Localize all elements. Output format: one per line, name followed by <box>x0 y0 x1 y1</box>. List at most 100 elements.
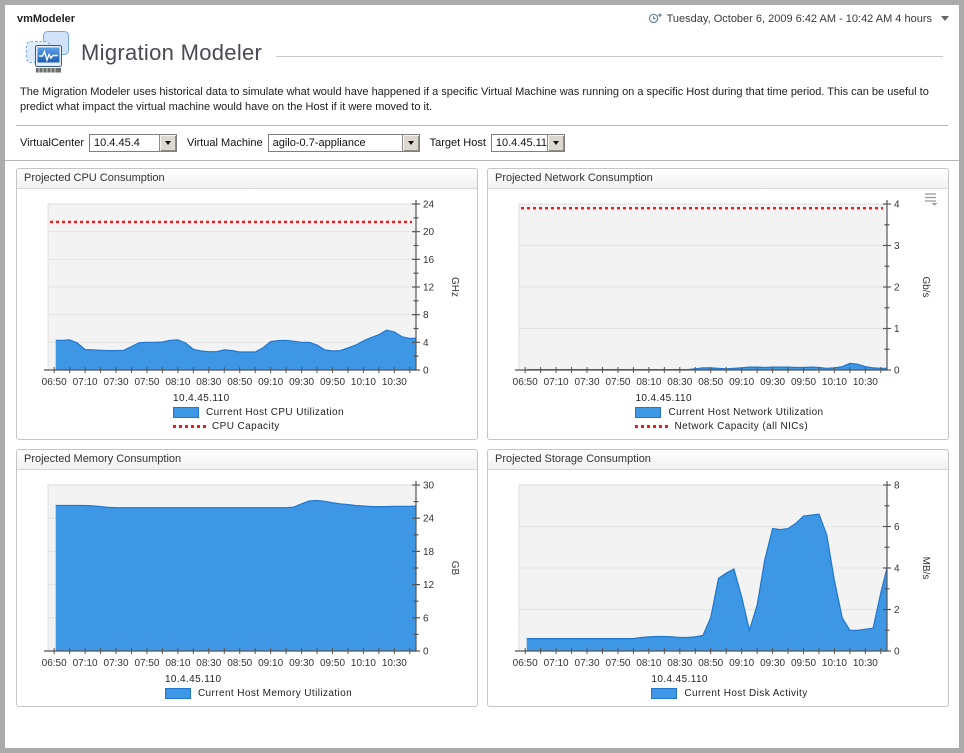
svg-text:0: 0 <box>894 366 900 377</box>
svg-text:09:10: 09:10 <box>729 658 754 669</box>
chart-grid: Projected CPU Consumption 0 4 8 12 16 20 24 GHz… <box>5 161 959 717</box>
svg-text:16: 16 <box>423 255 435 266</box>
time-range-label: Tuesday, October 6, 2009 6:42 AM - 10:42… <box>666 12 932 25</box>
series-swatch <box>173 407 200 418</box>
panel-title: Projected CPU Consumption <box>17 169 477 189</box>
chevron-down-icon <box>165 141 171 145</box>
svg-text:08:10: 08:10 <box>636 377 661 388</box>
svg-text:08:50: 08:50 <box>227 658 252 669</box>
chart-svg: 0 6 12 18 24 30 GB 06:50 07:10 07:30 07:50 08:10 08:… <box>42 481 460 670</box>
svg-text:08:30: 08:30 <box>667 658 692 669</box>
svg-text:10:30: 10:30 <box>853 658 878 669</box>
page-header: Migration Modeler <box>5 27 959 76</box>
svg-text:10:30: 10:30 <box>382 658 407 669</box>
target-host-value: 10.4.45.110 <box>495 137 547 149</box>
legend-item-capacity: Network Capacity (all NICs) <box>635 421 823 432</box>
svg-text:4: 4 <box>894 564 900 575</box>
legend-item-series: Current Host Network Utilization <box>635 407 823 418</box>
svg-text:24: 24 <box>423 514 435 525</box>
svg-text:06:50: 06:50 <box>513 377 538 388</box>
svg-text:10:10: 10:10 <box>822 377 847 388</box>
storage-consumption-chart: 0 2 4 6 8 MB/s 06:50 07:10 07:30 07:50 08:10 08:30 0… <box>491 475 948 699</box>
network-consumption-panel: Projected Network Consumption 0 1 2 3 4 Gb/s 0… <box>487 168 949 440</box>
svg-text:09:50: 09:50 <box>791 377 816 388</box>
svg-text:8: 8 <box>894 481 900 492</box>
chevron-down-icon <box>941 16 949 21</box>
svg-text:20: 20 <box>423 227 435 238</box>
svg-text:09:30: 09:30 <box>760 658 785 669</box>
svg-text:07:10: 07:10 <box>73 658 98 669</box>
svg-text:8: 8 <box>423 310 429 321</box>
svg-text:10:30: 10:30 <box>382 377 407 388</box>
dropdown-button[interactable] <box>401 135 419 151</box>
chart-svg: 0 2 4 6 8 MB/s 06:50 07:10 07:30 07:50 08:10 08:30 0… <box>513 481 931 670</box>
virtualcenter-select[interactable]: 10.4.45.4 <box>89 134 177 152</box>
svg-text:07:30: 07:30 <box>104 377 129 388</box>
svg-text:07:50: 07:50 <box>134 377 159 388</box>
svg-text:09:30: 09:30 <box>289 658 314 669</box>
virtual-machine-label: Virtual Machine <box>187 137 263 149</box>
svg-text:07:10: 07:10 <box>544 658 569 669</box>
memory-consumption-chart: 0 6 12 18 24 30 GB 06:50 07:10 07:30 07:50 08:10 08:… <box>20 475 477 699</box>
svg-text:24: 24 <box>423 200 435 211</box>
svg-text:12: 12 <box>423 580 435 591</box>
svg-text:Gb/s: Gb/s <box>920 276 931 297</box>
chart-legend: 10.4.45.110 Current Host CPU Utilization C… <box>173 393 344 432</box>
legend-item-capacity: CPU Capacity <box>173 421 344 432</box>
panel-title: Projected Network Consumption <box>488 169 948 189</box>
svg-text:07:30: 07:30 <box>575 658 600 669</box>
svg-text:08:50: 08:50 <box>227 377 252 388</box>
virtualcenter-label: VirtualCenter <box>20 137 84 149</box>
chevron-down-icon <box>552 141 559 145</box>
series-swatch <box>635 407 662 418</box>
svg-text:08:10: 08:10 <box>636 658 661 669</box>
svg-text:08:30: 08:30 <box>667 377 692 388</box>
virtual-machine-select[interactable]: agilo-0.7-appliance <box>267 134 420 152</box>
svg-text:09:30: 09:30 <box>760 377 785 388</box>
svg-text:10:30: 10:30 <box>853 377 878 388</box>
series-swatch <box>651 688 678 699</box>
top-bar: vmModeler Tuesday, October 6, 2009 6:42 … <box>5 5 959 27</box>
legend-title: 10.4.45.110 <box>164 674 222 685</box>
clock-icon <box>648 12 662 25</box>
svg-text:06:50: 06:50 <box>513 658 538 669</box>
svg-text:09:10: 09:10 <box>258 658 283 669</box>
svg-text:07:10: 07:10 <box>544 377 569 388</box>
svg-text:06:50: 06:50 <box>42 658 67 669</box>
chart-legend: 10.4.45.110 Current Host Memory Utilizati… <box>164 674 352 699</box>
svg-text:6: 6 <box>894 522 900 533</box>
page-title: Migration Modeler <box>81 39 263 65</box>
virtual-machine-value: agilo-0.7-appliance <box>272 137 366 149</box>
svg-text:4: 4 <box>423 338 429 349</box>
chart-options-icon[interactable] <box>923 192 938 206</box>
svg-text:GB: GB <box>449 561 460 576</box>
legend-item-series: Current Host Memory Utilization <box>164 688 352 699</box>
dropdown-button[interactable] <box>546 135 564 151</box>
svg-text:09:50: 09:50 <box>320 658 345 669</box>
page-description: The Migration Modeler uses historical da… <box>16 85 948 126</box>
svg-text:08:10: 08:10 <box>165 658 190 669</box>
legend-item-series: Current Host CPU Utilization <box>173 407 344 418</box>
svg-text:10:10: 10:10 <box>351 377 376 388</box>
chevron-down-icon <box>407 141 414 145</box>
svg-text:08:50: 08:50 <box>698 658 723 669</box>
svg-text:30: 30 <box>423 481 435 492</box>
dropdown-button[interactable] <box>159 135 176 151</box>
chart-legend: 10.4.45.110 Current Host Network Utilizat… <box>635 393 823 432</box>
svg-text:GHz: GHz <box>449 277 460 297</box>
svg-text:08:10: 08:10 <box>165 377 190 388</box>
legend-title: 10.4.45.110 <box>173 393 230 404</box>
svg-text:1: 1 <box>894 324 900 335</box>
chart-legend: 10.4.45.110 Current Host Disk Activity <box>651 674 807 699</box>
capacity-swatch <box>173 425 208 428</box>
svg-text:2: 2 <box>894 605 900 616</box>
svg-text:07:50: 07:50 <box>605 658 630 669</box>
title-rule <box>276 56 943 57</box>
network-consumption-chart: 0 1 2 3 4 Gb/s 06:50 07:10 07:30 07:50 08:10 08:30 0… <box>491 194 948 433</box>
virtualcenter-value: 10.4.45.4 <box>94 137 140 149</box>
time-range-control[interactable]: Tuesday, October 6, 2009 6:42 AM - 10:42… <box>648 12 949 25</box>
svg-text:10:10: 10:10 <box>822 658 847 669</box>
target-host-select[interactable]: 10.4.45.110 <box>490 134 565 152</box>
svg-text:0: 0 <box>423 366 429 377</box>
svg-text:07:10: 07:10 <box>73 377 98 388</box>
